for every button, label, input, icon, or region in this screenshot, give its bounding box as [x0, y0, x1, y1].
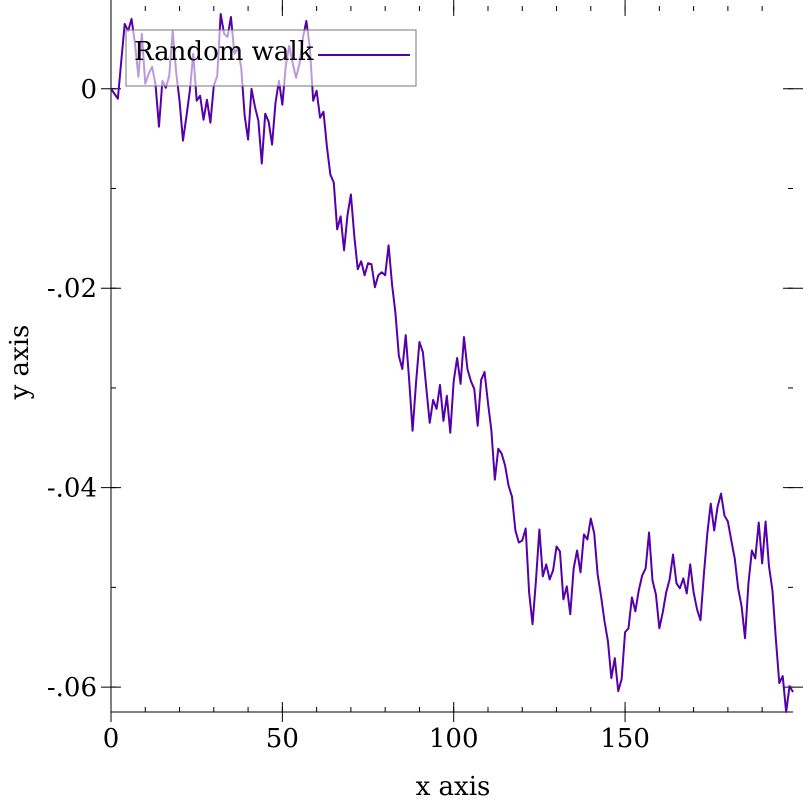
legend-label: Random walk — [134, 37, 314, 67]
y-tick-label: -.02 — [47, 274, 97, 304]
ticks-group — [101, 0, 803, 722]
legend-box — [125, 29, 417, 87]
axes-group — [110, 6, 793, 713]
y-tick-label: -.06 — [47, 673, 97, 703]
x-tick-label: 50 — [266, 724, 299, 754]
y-axis-label: y axis — [5, 325, 35, 401]
x-axis-label: x axis — [416, 772, 491, 802]
legend: Random walk — [125, 29, 417, 87]
y-tick-label: 0 — [80, 75, 97, 105]
x-tick-label: 100 — [429, 724, 479, 754]
x-tick-label: 150 — [600, 724, 650, 754]
x-tick-label: 0 — [103, 724, 120, 754]
y-tick-label: -.04 — [47, 474, 97, 504]
tick-labels-group: 0 50 100 150 0 -.02 -.04 -.06 — [47, 75, 650, 754]
